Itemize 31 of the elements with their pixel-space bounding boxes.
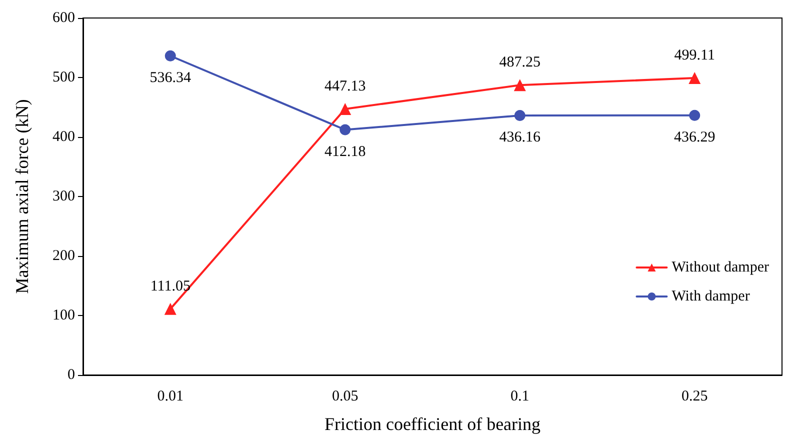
point: [514, 79, 526, 92]
data-label: 499.11: [674, 48, 715, 64]
x-tick-label: 0.25: [682, 388, 708, 404]
legend-label: With damper: [672, 288, 750, 304]
data-label: 487.25: [499, 54, 540, 71]
data-label: 412.18: [324, 144, 366, 160]
point: [689, 110, 700, 121]
x-axis-title: Friction coefficient of bearing: [324, 414, 541, 434]
y-tick-label: 100: [52, 308, 75, 324]
data-label: 447.13: [324, 78, 366, 94]
y-tick-label: 200: [52, 248, 75, 264]
legend-label: Without damper: [672, 260, 770, 276]
point: [339, 102, 352, 115]
point: [164, 50, 176, 62]
y-tick-label: 600: [52, 10, 75, 26]
x-tick-label: 0.1: [510, 388, 530, 404]
point: [514, 110, 526, 121]
y-axis-title: Maximum axial force (kN): [12, 99, 32, 294]
point: [164, 302, 176, 315]
x-tick-label: 0.01: [157, 388, 184, 404]
data-label: 436.29: [674, 129, 716, 146]
y-tick-label: 0: [68, 367, 75, 383]
x-tick-label: 0.05: [332, 388, 358, 404]
data-label: 436.16: [499, 129, 541, 146]
y-tick-label: 300: [52, 188, 75, 204]
data-label: 536.34: [150, 70, 192, 86]
point: [688, 72, 701, 84]
y-tick-label: 400: [52, 129, 75, 145]
y-tick-label: 500: [52, 70, 75, 86]
data-label: 111.05: [150, 278, 190, 294]
point: [340, 124, 351, 136]
